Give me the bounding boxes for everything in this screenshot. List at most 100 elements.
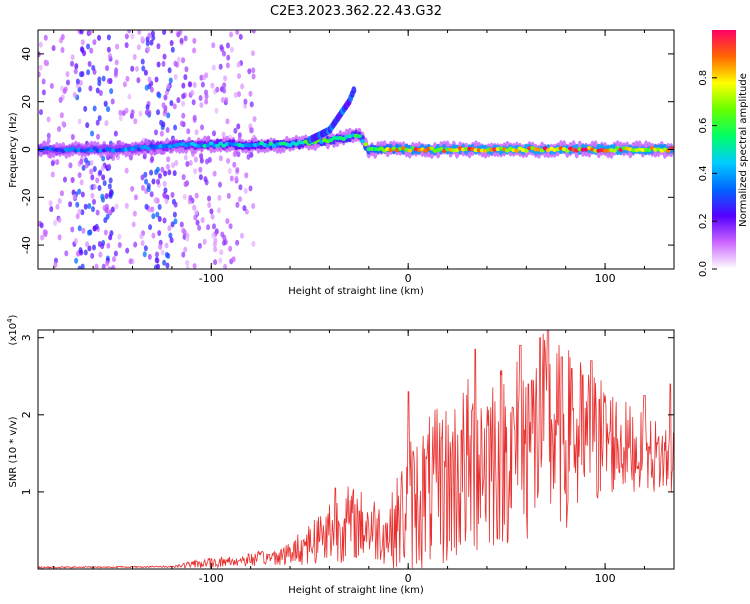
spectrogram-noise-speck xyxy=(50,171,55,178)
spectrogram-noise-speck xyxy=(156,263,161,269)
spectrogram-noise-speck xyxy=(194,192,199,199)
spectrogram-ridge-cell xyxy=(356,134,362,139)
spectrogram-noise-speck xyxy=(51,45,56,52)
spectrogram-ridge-cell xyxy=(133,144,139,149)
spectrogram-noise-speck xyxy=(198,94,203,101)
spectrogram-noise-speck xyxy=(124,202,129,209)
spectrogram-noise-speck xyxy=(155,166,160,173)
spectrogram-noise-speck xyxy=(68,201,73,208)
spectrogram-marks xyxy=(38,30,674,269)
y-tick-label: 3 xyxy=(20,334,33,341)
spectrogram-noise-speck xyxy=(205,158,210,165)
spectrogram-noise-speck xyxy=(246,153,251,160)
spectrogram-noise-speck xyxy=(89,168,94,175)
spectrogram-noise-speck xyxy=(86,43,91,50)
spectrogram-noise-speck xyxy=(80,39,85,46)
spectrogram-noise-speck xyxy=(184,66,189,73)
spectrogram-noise-speck xyxy=(57,198,62,205)
spectrogram-noise-speck xyxy=(227,167,232,174)
spectrogram-branch-cell xyxy=(351,86,357,95)
spectrogram-ridge-cell xyxy=(523,148,529,153)
spectrogram-noise-speck xyxy=(98,169,103,176)
spectrogram-noise-speck xyxy=(90,130,95,137)
spectrogram-noise-speck xyxy=(176,97,181,104)
spectrogram-noise-speck xyxy=(134,65,139,72)
spectrogram-noise-speck xyxy=(163,187,168,194)
spectrogram-noise-speck xyxy=(140,58,145,65)
spectrogram-noise-speck xyxy=(240,232,245,239)
spectrogram-noise-speck xyxy=(225,62,230,69)
spectrogram-noise-speck xyxy=(153,197,158,204)
spectrogram-noise-speck xyxy=(124,42,129,49)
spectrogram-noise-speck xyxy=(237,132,242,139)
spectrogram-noise-speck xyxy=(219,249,224,256)
spectrogram-noise-speck xyxy=(204,93,209,100)
spectrogram-noise-speck xyxy=(198,166,203,173)
colorbar-ticks: 0.0 0.2 0.4 0.6 0.8 xyxy=(698,70,717,277)
spectrogram-noise-speck xyxy=(39,222,44,229)
spectrogram-noise-speck xyxy=(72,91,77,98)
spectrogram-noise-speck xyxy=(251,73,256,80)
spectrogram-noise-speck xyxy=(212,170,217,177)
spectrogram-noise-speck xyxy=(95,177,100,184)
spectrogram-noise-speck xyxy=(173,124,178,131)
spectrogram-y-axis-label: Frequency (Hz) xyxy=(8,112,19,188)
spectrogram-noise-speck xyxy=(160,166,165,173)
spectrogram-ridge-cell xyxy=(287,143,293,148)
spectrogram-noise-speck xyxy=(213,246,218,253)
spectrogram-noise-speck xyxy=(90,206,95,213)
spectrogram-noise-speck xyxy=(111,154,116,161)
spectrogram-noise-speck xyxy=(162,53,167,60)
spectrogram-noise-speck xyxy=(169,237,174,244)
spectrogram-noise-speck xyxy=(73,68,78,75)
spectrogram-noise-speck xyxy=(162,259,167,266)
spectrogram-noise-speck xyxy=(212,223,217,230)
spectrogram-noise-speck xyxy=(238,33,243,40)
spectrogram-noise-speck xyxy=(206,224,211,231)
spectrogram-noise-speck xyxy=(97,34,102,41)
spectrogram-noise-speck xyxy=(203,176,208,183)
spectrogram-noise-speck xyxy=(181,227,186,234)
spectrogram-noise-speck xyxy=(161,60,166,67)
spectrogram-noise-speck xyxy=(100,193,105,200)
spectrogram-noise-speck xyxy=(172,211,177,218)
spectrogram-noise-speck xyxy=(163,170,168,177)
spectrogram-noise-speck xyxy=(213,259,218,266)
spectrogram-noise-speck xyxy=(74,257,79,264)
spectrogram-noise-speck xyxy=(188,160,193,167)
colorbar-tick-label: 0.4 xyxy=(698,165,709,181)
spectrogram-noise-speck xyxy=(62,176,67,183)
spectrogram-noise-speck xyxy=(211,232,216,239)
spectrogram-noise-speck xyxy=(133,241,138,248)
spectrogram-noise-speck xyxy=(106,77,111,84)
spectrogram-noise-speck xyxy=(159,119,164,126)
spectrogram-noise-speck xyxy=(148,224,153,231)
spectrogram-noise-speck xyxy=(40,234,45,241)
spectrogram-noise-speck xyxy=(101,75,106,82)
spectrogram-noise-speck xyxy=(77,225,82,232)
spectrogram-noise-speck xyxy=(164,242,169,249)
spectrogram-noise-speck xyxy=(213,237,218,244)
spectrogram-noise-speck xyxy=(192,47,197,54)
spectrogram-noise-speck xyxy=(166,112,171,119)
y-tick-label: 2 xyxy=(20,411,33,418)
spectrogram-noise-speck xyxy=(156,61,161,68)
spectrogram-noise-speck xyxy=(90,174,95,181)
spectrogram-noise-speck xyxy=(252,115,257,122)
spectrogram-noise-speck xyxy=(144,178,149,185)
spectrogram-noise-speck xyxy=(75,78,80,85)
spectrogram-noise-speck xyxy=(167,67,172,74)
spectrogram-noise-speck xyxy=(73,237,78,244)
spectrogram-noise-speck xyxy=(59,112,64,119)
spectrogram-noise-speck xyxy=(166,252,171,259)
spectrogram-noise-speck xyxy=(237,91,242,98)
spectrogram-noise-speck xyxy=(38,109,43,116)
spectrogram-noise-speck xyxy=(77,172,82,179)
spectrogram-noise-speck xyxy=(235,30,240,35)
spectrogram-noise-speck xyxy=(225,42,230,49)
spectrogram-noise-speck xyxy=(127,93,132,100)
spectrogram-noise-speck xyxy=(161,102,166,109)
spectrogram-noise-speck xyxy=(77,208,82,215)
spectrogram-noise-speck xyxy=(211,64,216,71)
